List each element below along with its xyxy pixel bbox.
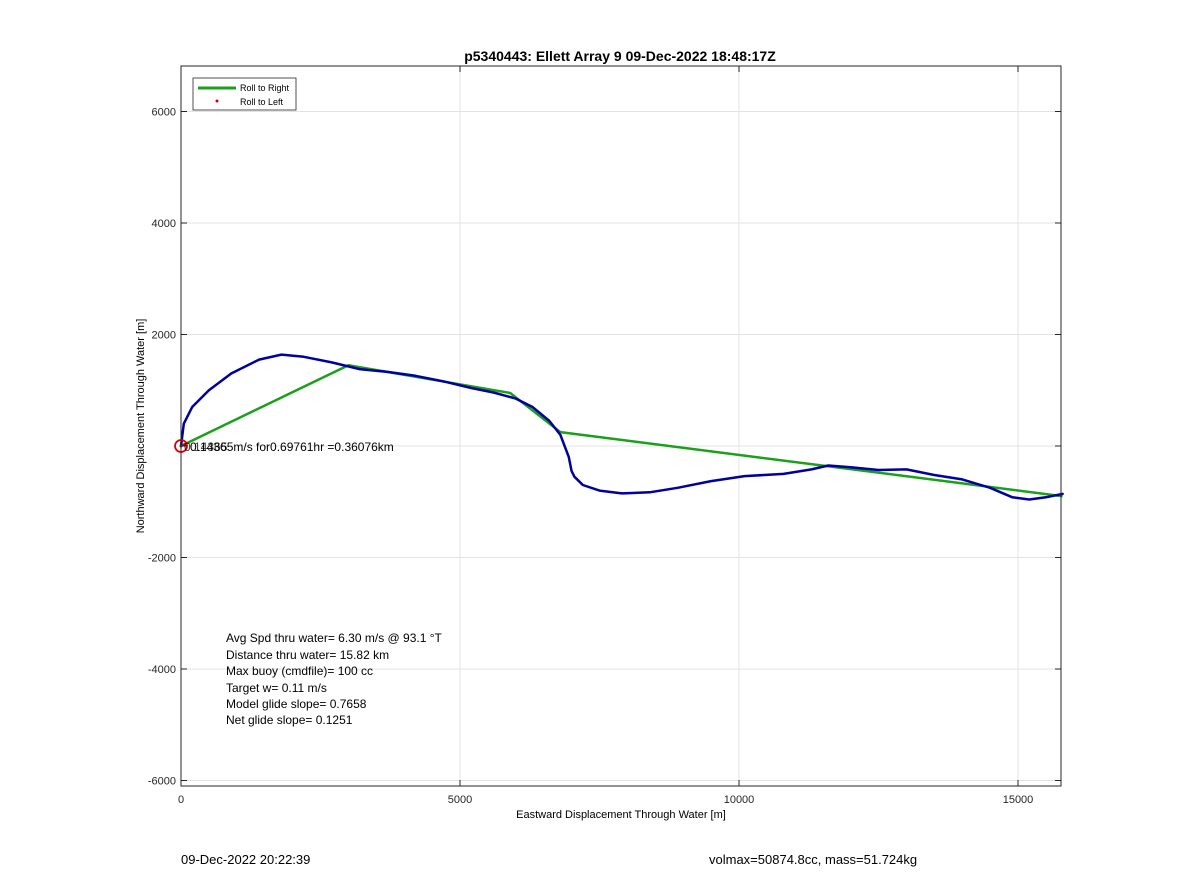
plot-area [181,66,1061,786]
axis-ticks: 0 5000 10000 15000 -6000 -4000 -2000 2000 4000 60… [148,66,1061,806]
x-tick-label: 0 [178,794,184,806]
y-tick-label: 6000 [152,107,176,119]
current-estimate-label: 0.14365m/s for0.69761hr =0.36076km [190,440,394,454]
y-tick-label: -2000 [148,553,176,565]
stat-net-glide-slope: Net glide slope= 0.1251 [226,713,353,727]
y-tick-label: 4000 [152,218,176,230]
stat-distance: Distance thru water= 15.82 km [226,648,389,662]
y-axis-label: Northward Displacement Through Water [m] [135,319,147,534]
stat-model-glide-slope: Model glide slope= 0.7658 [226,697,367,711]
y-tick-label: 2000 [152,330,176,342]
stat-avg-speed: Avg Spd thru water= 6.30 m/s @ 93.1 °T [226,631,443,645]
x-tick-label: 5000 [448,794,472,806]
plot-frame [180,65,1062,787]
legend-label-roll-left: Roll to Left [240,97,284,107]
roll-right-track [180,363,1063,498]
legend-marker-roll-left [215,99,219,103]
stat-target-w: Target w= 0.11 m/s [226,681,327,695]
legend: Roll to Right Roll to Left [192,77,297,111]
footer-timestamp: 09-Dec-2022 20:22:39 [181,852,311,867]
y-tick-label: -6000 [148,776,176,788]
x-tick-label: 15000 [1003,794,1034,806]
x-axis-label: Eastward Displacement Through Water [m] [516,809,726,821]
stats-annotation: Avg Spd thru water= 6.30 m/s @ 93.1 °T D… [226,631,443,727]
footer-vehicle-params: volmax=50874.8cc, mass=51.724kg [709,852,918,867]
legend-label-roll-right: Roll to Right [240,83,290,93]
glider-track-line [179,353,1064,501]
x-tick-label: 10000 [724,794,755,806]
stat-max-buoy: Max buoy (cmdfile)= 100 cc [226,664,373,678]
current-overlay-clutter: 0.14365 [184,440,228,454]
grid-lines [180,66,1061,786]
chart-title: p5340443: Ellett Array 9 09-Dec-2022 18:… [464,48,776,64]
y-tick-label: -4000 [148,664,176,676]
legend-box [192,77,297,111]
